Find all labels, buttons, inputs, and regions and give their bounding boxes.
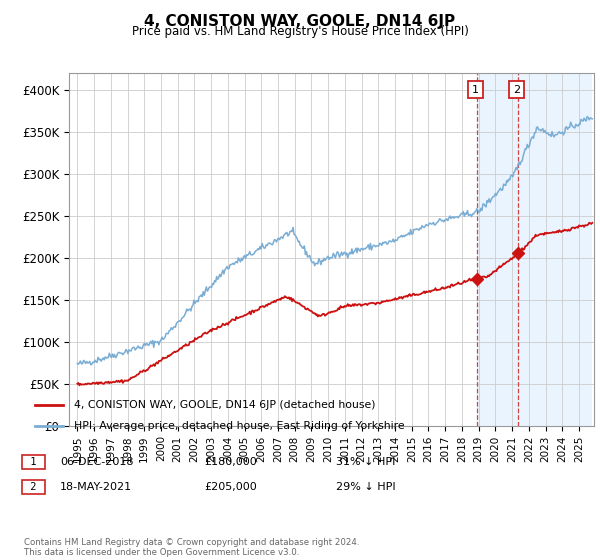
Text: 1: 1 — [472, 85, 479, 95]
Text: HPI: Average price, detached house, East Riding of Yorkshire: HPI: Average price, detached house, East… — [74, 421, 405, 431]
Text: 2: 2 — [24, 482, 43, 492]
Text: 29% ↓ HPI: 29% ↓ HPI — [336, 482, 395, 492]
Bar — [477, 73, 592, 426]
Text: £205,000: £205,000 — [204, 482, 257, 492]
Text: 2: 2 — [513, 85, 520, 95]
Text: 18-MAY-2021: 18-MAY-2021 — [60, 482, 132, 492]
Text: 31% ↓ HPI: 31% ↓ HPI — [336, 457, 395, 467]
Text: £180,000: £180,000 — [204, 457, 257, 467]
Text: Price paid vs. HM Land Registry's House Price Index (HPI): Price paid vs. HM Land Registry's House … — [131, 25, 469, 38]
Text: 06-DEC-2018: 06-DEC-2018 — [60, 457, 133, 467]
Text: Contains HM Land Registry data © Crown copyright and database right 2024.
This d: Contains HM Land Registry data © Crown c… — [24, 538, 359, 557]
Text: 4, CONISTON WAY, GOOLE, DN14 6JP: 4, CONISTON WAY, GOOLE, DN14 6JP — [145, 14, 455, 29]
Text: 4, CONISTON WAY, GOOLE, DN14 6JP (detached house): 4, CONISTON WAY, GOOLE, DN14 6JP (detach… — [74, 400, 376, 410]
Text: 1: 1 — [24, 457, 43, 467]
